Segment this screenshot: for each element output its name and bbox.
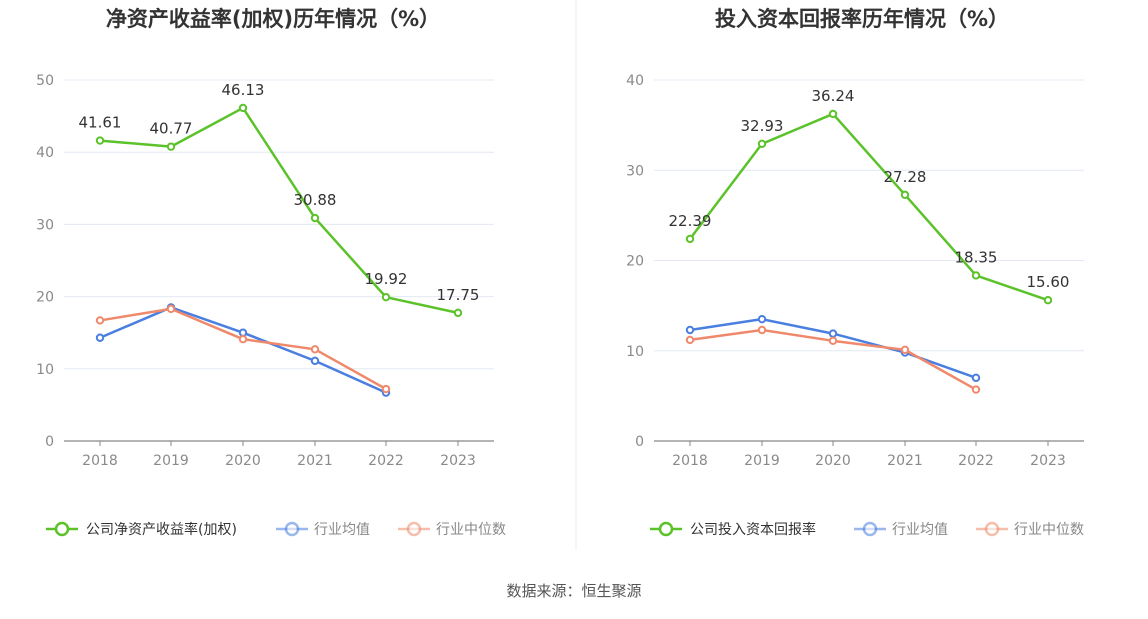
chart-title: 投入资本回报率历年情况（%）: [715, 7, 1009, 31]
y-tick-label: 0: [45, 434, 54, 450]
data-point: [828, 109, 838, 119]
series-line: [99, 106, 459, 315]
data-point: [828, 329, 838, 338]
legend-swatch-marker: [54, 521, 70, 537]
y-tick-label: 50: [36, 73, 54, 89]
data-label: 18.35: [955, 248, 998, 266]
data-point: [238, 328, 248, 337]
x-tick-label: 2020: [225, 453, 261, 469]
y-tick-label: 20: [36, 290, 54, 306]
data-point: [310, 213, 320, 223]
data-label: 19.92: [365, 270, 408, 288]
chart-panel-1: 净资产收益率(加权)历年情况（%） 0 10 20 30 40 50 2018 2019 2020…: [36, 7, 506, 538]
y-tick-label: 30: [36, 217, 54, 233]
data-label: 32.93: [741, 117, 784, 135]
data-label: 40.77: [150, 120, 193, 138]
data-point: [453, 308, 463, 318]
chart-title: 净资产收益率(加权)历年情况（%）: [106, 7, 440, 31]
data-point: [95, 136, 105, 145]
data-point: [900, 345, 910, 355]
x-tick-label: 2020: [815, 453, 851, 469]
data-point: [685, 335, 695, 345]
x-tick-label: 2019: [153, 453, 189, 469]
x-tick-label: 2021: [297, 453, 333, 469]
data-point: [238, 103, 248, 113]
y-tick-label: 10: [36, 362, 54, 378]
data-label: 17.75: [437, 286, 480, 304]
x-tick-label: 2023: [440, 453, 476, 469]
data-point: [238, 334, 248, 344]
data-point: [381, 292, 391, 302]
data-point: [757, 325, 767, 335]
x-tick-label: 2019: [744, 453, 780, 469]
data-point: [971, 373, 981, 383]
legend-swatch-marker: [984, 521, 1000, 537]
x-tick-label: 2018: [672, 453, 708, 469]
x-tick-label: 2021: [887, 453, 923, 469]
legend-label: 行业均值: [892, 522, 948, 538]
data-point: [757, 314, 767, 324]
data-point: [95, 333, 105, 342]
legend-item[interactable]: 行业均值: [276, 521, 370, 538]
series-line: [689, 112, 1049, 302]
chart-panel-2: 投入资本回报率历年情况（%） 0 10 20 30 40 2018 2019 2020 2021 2…: [626, 7, 1084, 538]
x-tick-label: 2018: [82, 453, 118, 469]
data-point: [1043, 296, 1053, 305]
legend-swatch-marker: [406, 521, 422, 537]
legend-item[interactable]: 行业中位数: [398, 521, 506, 538]
data-point: [971, 385, 981, 394]
y-tick-label: 10: [626, 344, 644, 360]
y-tick-label: 20: [626, 254, 644, 270]
x-tick-label: 2023: [1030, 453, 1066, 469]
data-point: [685, 234, 695, 244]
data-label: 41.61: [79, 114, 122, 132]
data-label: 46.13: [222, 81, 265, 99]
legend-swatch-marker: [658, 521, 674, 537]
legend-item[interactable]: 公司净资产收益率(加权): [46, 521, 237, 538]
data-point: [900, 190, 910, 199]
data-point: [381, 384, 391, 394]
data-point: [971, 271, 981, 280]
legend-label: 行业中位数: [436, 522, 506, 538]
y-tick-label: 40: [36, 145, 54, 161]
legend-item[interactable]: 行业均值: [854, 521, 948, 538]
legend-item[interactable]: 行业中位数: [976, 521, 1084, 538]
data-label: 22.39: [669, 212, 712, 230]
data-point: [310, 356, 320, 366]
data-point: [166, 142, 176, 151]
y-tick-label: 40: [626, 73, 644, 89]
data-label: 27.28: [884, 168, 927, 186]
y-tick-label: 0: [635, 434, 644, 450]
series-line: [99, 307, 387, 391]
legend-label: 行业均值: [314, 522, 370, 538]
series-line: [99, 306, 387, 394]
legend-label: 公司净资产收益率(加权): [86, 521, 237, 538]
data-point: [757, 139, 767, 149]
data-label: 36.24: [812, 87, 855, 105]
data-label: 30.88: [294, 191, 337, 209]
legend-swatch-marker: [862, 521, 878, 537]
y-tick-label: 30: [626, 163, 644, 179]
data-point: [95, 316, 105, 325]
x-tick-label: 2022: [368, 453, 404, 469]
data-source-note: 数据来源：恒生聚源: [506, 582, 642, 600]
legend-label: 公司投入资本回报率: [690, 521, 816, 538]
data-point: [166, 304, 176, 314]
legend-label: 行业中位数: [1014, 522, 1084, 538]
x-tick-label: 2022: [958, 453, 994, 469]
data-label: 15.60: [1027, 273, 1070, 291]
legend-item[interactable]: 公司投入资本回报率: [650, 521, 816, 538]
legend-swatch-marker: [284, 521, 300, 537]
data-point: [685, 325, 695, 335]
data-point: [310, 345, 320, 354]
series-line: [689, 317, 977, 380]
data-point: [828, 336, 838, 346]
